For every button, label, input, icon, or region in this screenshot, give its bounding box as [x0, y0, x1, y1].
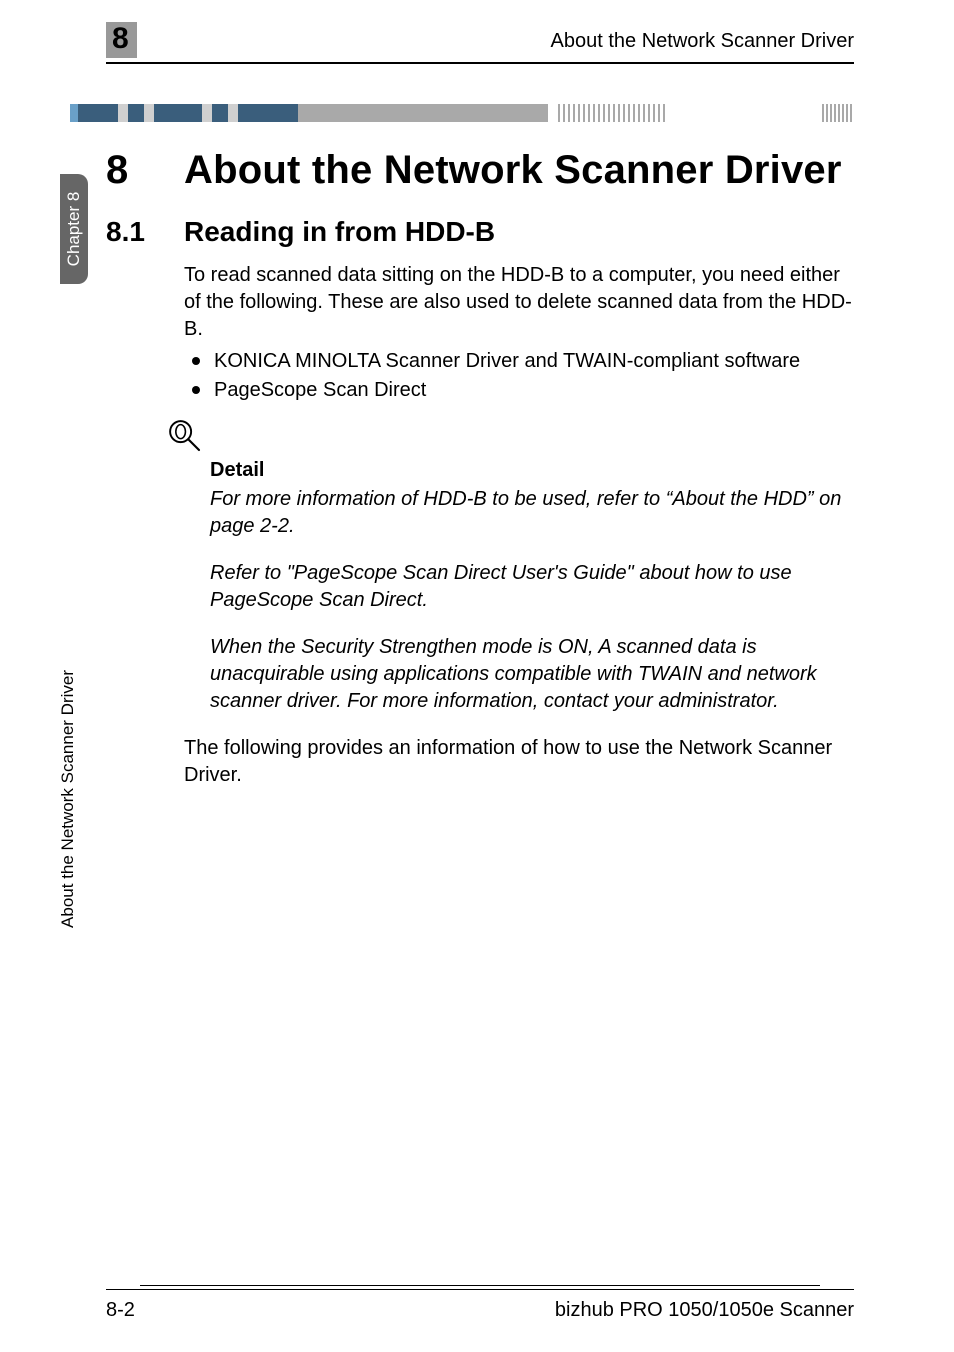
heading-1: 8About the Network Scanner Driver [106, 148, 842, 193]
content-column: To read scanned data sitting on the HDD-… [184, 262, 854, 793]
section-decoration-bar [70, 104, 854, 122]
closing-paragraph: The following provides an information of… [184, 735, 854, 789]
footer-rule-inner [140, 1285, 820, 1286]
page: 8 About the Network Scanner Driver Chapt… [0, 0, 954, 1352]
heading-2-text: Reading in from HDD-B [184, 216, 495, 247]
header-running-title: About the Network Scanner Driver [551, 30, 854, 53]
intro-paragraph: To read scanned data sitting on the HDD-… [184, 262, 854, 343]
side-vertical-label: About the Network Scanner Driver [58, 670, 78, 928]
bullet-list: KONICA MINOLTA Scanner Driver and TWAIN-… [184, 347, 854, 405]
detail-paragraph: For more information of HDD-B to be used… [210, 486, 854, 540]
bullet-item: KONICA MINOLTA Scanner Driver and TWAIN-… [184, 347, 854, 376]
detail-paragraph: Refer to "PageScope Scan Direct User's G… [210, 560, 854, 614]
heading-1-text: About the Network Scanner Driver [184, 148, 842, 192]
side-tab: Chapter 8 [60, 174, 88, 284]
detail-heading: Detail [210, 459, 854, 482]
footer-page-number: 8-2 [106, 1299, 135, 1322]
heading-2: 8.1Reading in from HDD-B [106, 216, 495, 248]
header-chapter-number: 8 [106, 22, 137, 58]
bullet-item: PageScope Scan Direct [184, 376, 854, 405]
header-rule [106, 62, 854, 64]
side-tab-label: Chapter 8 [64, 192, 84, 267]
heading-2-number: 8.1 [106, 216, 184, 248]
heading-1-number: 8 [106, 148, 184, 193]
footer-rule-outer [106, 1289, 854, 1290]
footer-product: bizhub PRO 1050/1050e Scanner [555, 1299, 854, 1322]
magnifier-icon [164, 415, 854, 457]
detail-paragraph: When the Security Strengthen mode is ON,… [210, 634, 854, 715]
